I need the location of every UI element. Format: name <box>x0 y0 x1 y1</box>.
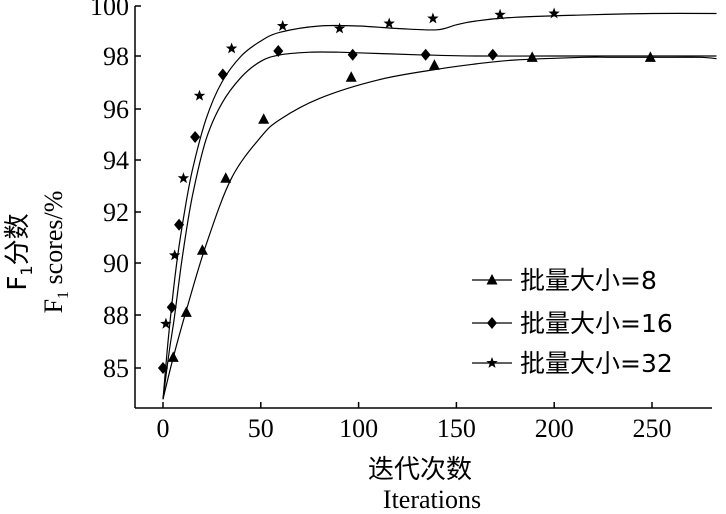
legend-marker <box>486 357 498 368</box>
series-3-marker <box>548 7 560 19</box>
series-2-marker <box>347 48 358 61</box>
axes <box>134 6 712 409</box>
series-markers <box>158 7 656 374</box>
series-3-marker <box>193 89 206 101</box>
series-line-2 <box>162 51 717 400</box>
y-label-cn-f: F <box>3 276 33 291</box>
series-3-marker <box>225 42 238 54</box>
y-label-en-sub: 1 <box>55 291 72 299</box>
series-2-marker <box>190 131 201 144</box>
series-2-marker <box>273 45 284 57</box>
series-1-marker <box>196 244 208 255</box>
legend-label: 批量大小=16 <box>520 309 673 338</box>
series-1-marker <box>180 306 192 317</box>
series-line-1 <box>162 56 717 400</box>
legend: 批量大小=8 批量大小=16 批量大小=32 <box>472 266 673 378</box>
series-1-marker <box>220 172 232 183</box>
y-axis-label-cn: F1分数 <box>3 213 36 290</box>
y-label-en-f: F <box>39 299 68 313</box>
x-tick-label: 150 <box>437 414 476 443</box>
legend-label: 批量大小=8 <box>520 266 657 295</box>
legend-label: 批量大小=32 <box>520 349 673 378</box>
series-3-marker <box>383 17 395 29</box>
series-curves <box>162 12 717 400</box>
series-3-marker <box>333 22 346 34</box>
series-1-marker <box>428 59 440 70</box>
y-tick-label: 96 <box>103 95 129 124</box>
series-3-marker <box>427 12 439 24</box>
series-2-marker <box>487 48 498 61</box>
series-1-marker <box>644 51 656 62</box>
series-1-marker <box>526 51 538 62</box>
x-tick-label: 250 <box>633 414 672 443</box>
series-1-marker <box>258 113 270 124</box>
series-3-marker <box>169 249 181 261</box>
series-3-marker <box>160 317 172 329</box>
y-tick-label: 88 <box>103 301 129 330</box>
series-2-marker <box>174 218 185 231</box>
y-label-cn-rest: 分数 <box>3 213 33 265</box>
y-label-en-rest: scores/% <box>39 191 68 291</box>
series-1-marker <box>167 351 179 362</box>
series-1-marker <box>345 71 357 82</box>
series-2-marker <box>420 48 431 61</box>
series-2-marker <box>158 362 168 374</box>
y-axis-label-en: F1 scores/% <box>39 191 72 314</box>
y-tick-label: 100 <box>90 0 129 21</box>
x-axis-label-cn: 迭代次数 <box>368 455 472 485</box>
y-label-cn-sub: 1 <box>17 265 36 275</box>
x-tick-label: 100 <box>339 414 378 443</box>
y-tick-label: 92 <box>103 198 129 227</box>
y-tick-label: 98 <box>103 42 129 71</box>
legend-marker <box>486 274 498 285</box>
series-3-marker <box>276 20 289 31</box>
ticks: 0 50 100 150 200 250 85 88 90 92 94 96 98 100 <box>90 0 672 443</box>
legend-marker <box>487 317 497 329</box>
series-2-marker <box>217 68 228 81</box>
series-2-marker <box>166 301 177 314</box>
y-tick-label: 85 <box>103 354 129 383</box>
series-line-3 <box>162 12 717 400</box>
series-3-marker <box>494 8 506 20</box>
y-tick-label: 90 <box>103 249 129 278</box>
y-tick-label: 94 <box>103 146 129 175</box>
x-tick-label: 200 <box>535 414 574 443</box>
x-tick-label: 50 <box>248 414 274 443</box>
x-axis-label-en: Iterations <box>383 485 481 514</box>
x-tick-label: 0 <box>157 414 170 443</box>
series-3-marker <box>177 172 190 184</box>
